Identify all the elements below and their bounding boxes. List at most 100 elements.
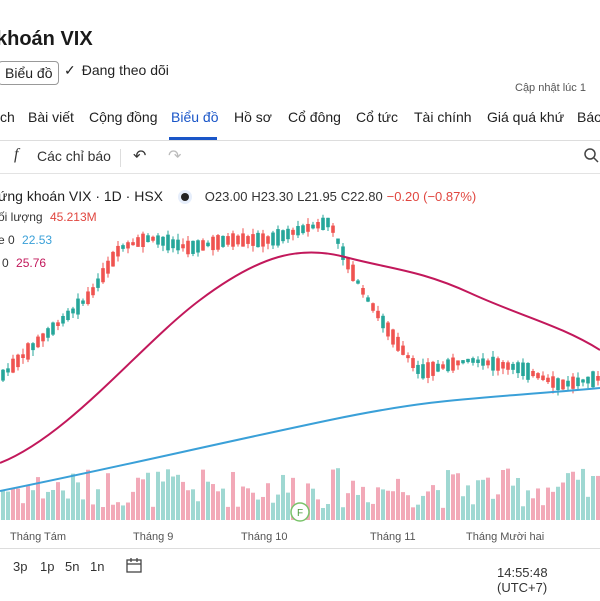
event-marker[interactable]: F [290, 502, 310, 522]
volume-bar [451, 474, 455, 520]
candle-body [486, 360, 490, 366]
indicators-button[interactable]: Các chỉ báo [37, 148, 111, 164]
candle-body [301, 225, 305, 234]
volume-bar [316, 499, 320, 520]
volume-bar [596, 475, 600, 520]
candle-body [451, 357, 455, 371]
candle-body [346, 257, 350, 270]
clock: 14:55:48 (UTC+7) [497, 565, 548, 595]
tab-articles[interactable]: Bài viết [28, 109, 74, 125]
candle-body [311, 224, 315, 229]
volume-bar [371, 503, 375, 520]
volume-bar [436, 490, 440, 520]
chart-chip-button[interactable]: Biểu đồ [0, 61, 60, 85]
volume-bar [46, 491, 50, 520]
candle-body [461, 360, 465, 364]
volume-bar [401, 492, 405, 520]
volume-bar [226, 506, 230, 520]
volume-bar [456, 473, 460, 520]
candle-body [351, 264, 355, 281]
volume-bar [81, 499, 85, 520]
candle-body [306, 223, 310, 232]
volume-bar [346, 493, 350, 520]
event-marker-label: F [297, 508, 303, 519]
candle-body [446, 359, 450, 372]
candlesticks [1, 214, 600, 396]
ma2-label: 0 [2, 256, 9, 270]
candle-body [16, 354, 20, 368]
tab-ch[interactable]: ch [0, 109, 15, 125]
redo-icon[interactable]: ↷ [168, 148, 182, 165]
ohlc-high: H23.30 [251, 189, 294, 204]
candle-body [556, 378, 560, 391]
tab-reports[interactable]: Báo [577, 109, 600, 125]
tab-financials[interactable]: Tài chính [414, 109, 472, 125]
candle-body [406, 355, 410, 359]
candle-body [476, 359, 480, 363]
candle-body [226, 236, 230, 245]
candle-body [76, 298, 80, 315]
active-tab-underline [169, 137, 217, 140]
tab-community[interactable]: Cộng đồng [89, 109, 158, 125]
tab-price-history[interactable]: Giá quá khứ [487, 109, 565, 125]
volume-bar [471, 504, 475, 520]
timeframe-3p[interactable]: 3p [13, 559, 28, 574]
tab-bar: ch Bài viết Cộng đồng Biểu đồ Hồ sơ Cổ đ… [0, 100, 600, 141]
tab-profile[interactable]: Hồ sơ [234, 109, 272, 125]
volume-bar [186, 490, 190, 520]
live-dot-icon [180, 192, 189, 201]
following-button[interactable]: ✓ Đang theo dõi [64, 62, 169, 79]
timeframe-1n[interactable]: 1n [90, 559, 105, 574]
candle-body [261, 233, 265, 247]
candle-body [511, 363, 515, 370]
ohlc-low: L21.95 [297, 189, 337, 204]
updated-time: Cập nhật lúc 1 [515, 82, 586, 94]
candle-body [246, 236, 250, 244]
volume-bar [386, 490, 390, 520]
candle-body [521, 362, 525, 377]
tab-shareholders[interactable]: Cổ đông [288, 109, 341, 125]
candle-body [151, 236, 155, 241]
candle-body [591, 371, 595, 388]
ma2-value: 25.76 [16, 256, 47, 270]
candle-body [571, 376, 575, 389]
undo-icon[interactable]: ↶ [133, 148, 147, 165]
candle-body [56, 322, 60, 326]
date-range-icon[interactable] [125, 557, 143, 578]
zoom-icon[interactable] [583, 147, 599, 166]
candle-body [191, 240, 195, 254]
candle-body [421, 364, 425, 379]
price-chart[interactable]: F [0, 175, 600, 548]
candle-body [491, 356, 495, 371]
candle-body [426, 362, 430, 378]
volume-bar [61, 490, 65, 520]
moving-average-red [0, 251, 600, 464]
ma1-value: 22.53 [22, 233, 53, 247]
tab-dividends[interactable]: Cổ tức [356, 109, 399, 125]
candle-body [506, 362, 510, 370]
volume-bar [116, 502, 120, 520]
timeframe-5n[interactable]: 5n [65, 559, 80, 574]
volume-bar [191, 489, 195, 520]
volume-bar [491, 498, 495, 520]
volume-bar [31, 490, 35, 520]
candle-body [501, 362, 505, 369]
tab-chart[interactable]: Biểu đồ [171, 109, 219, 125]
candle-body [291, 229, 295, 235]
candle-body [386, 322, 390, 337]
candle-body [206, 242, 210, 247]
volume-bar [136, 477, 140, 520]
volume-bar [16, 488, 20, 520]
volume-bar [516, 477, 520, 520]
volume-bar [366, 502, 370, 520]
volume-bar [336, 468, 340, 520]
candle-body [496, 358, 500, 371]
candle-body [61, 315, 65, 324]
timeframe-1p[interactable]: 1p [40, 559, 55, 574]
candle-body [101, 268, 105, 283]
volume-bar [441, 507, 445, 520]
ma2-legend: 0 25.76 [2, 256, 46, 270]
indicators-icon[interactable]: f [14, 146, 19, 163]
symbol-info: ứng khoán VIX · 1D · HSX O23.00 H23.30 L… [0, 188, 476, 204]
candle-body [146, 235, 150, 243]
